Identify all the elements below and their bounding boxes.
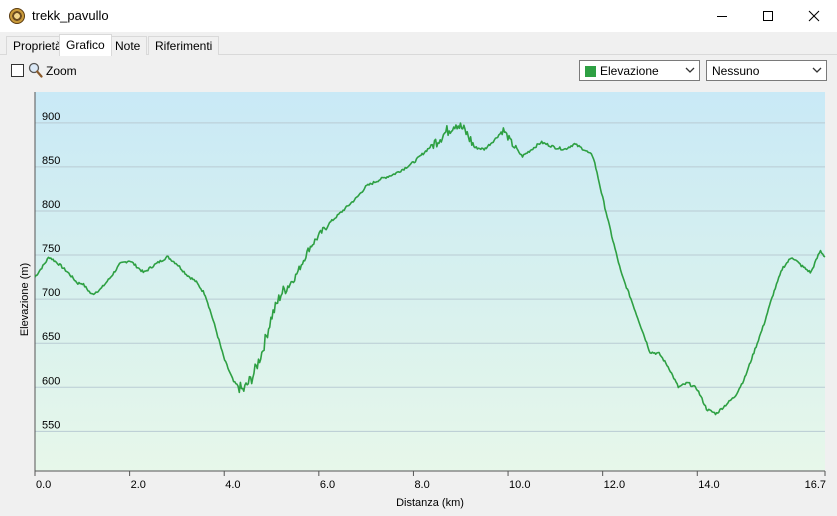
zoom-checkbox[interactable] [11, 64, 24, 77]
plot-background [35, 92, 825, 471]
chart-area: 900 850 800 750 700 650 600 550 0.0 2.0 4.0 6.0 8.0 1… [0, 89, 837, 516]
title-bar: trekk_pavullo [0, 0, 837, 32]
x-tick-label: 0.0 [36, 479, 51, 491]
zoom-label: Zoom [46, 64, 77, 78]
minimize-icon [717, 15, 727, 17]
x-tick-label: 16.7 [805, 479, 826, 491]
y-tick-label: 650 [42, 331, 60, 343]
y-tick-label: 750 [42, 243, 60, 255]
window-title: trekk_pavullo [32, 8, 109, 23]
minimize-button[interactable] [699, 0, 745, 31]
series-color-swatch [585, 66, 596, 77]
y-tick-label: 700 [42, 287, 60, 299]
y-tick-label: 900 [42, 111, 60, 123]
x-tick-label: 10.0 [509, 479, 530, 491]
y-tick-label: 800 [42, 199, 60, 211]
series-group [34, 122, 826, 416]
maximize-icon [763, 10, 773, 21]
x-tick-label: 2.0 [131, 479, 146, 491]
tab-grafico[interactable]: Grafico [59, 34, 112, 56]
gridlines [35, 122, 825, 432]
chevron-down-icon [812, 67, 822, 73]
close-button[interactable] [791, 0, 837, 31]
series-select-value: Elevazione [600, 64, 659, 78]
tab-strip: Proprietà Grafico Note Riferimenti [0, 32, 837, 56]
series-select[interactable]: Elevazione [579, 60, 700, 81]
compare-select-value: Nessuno [712, 64, 760, 78]
magnifier-icon [28, 62, 43, 78]
x-tick-label: 8.0 [414, 479, 429, 491]
tab-note[interactable]: Note [108, 36, 148, 55]
elevation-chart[interactable]: 900 850 800 750 700 650 600 550 0.0 2.0 4.0 6.0 8.0 1… [0, 89, 837, 516]
compare-select[interactable]: Nessuno [706, 60, 827, 81]
y-tick-label: 550 [42, 419, 60, 431]
series-line-elevazione [34, 122, 826, 416]
axis-labels: 900 850 800 750 700 650 600 550 0.0 2.0 4.0 6.0 8.0 1… [19, 111, 826, 509]
x-axis-title: Distanza (km) [396, 497, 464, 509]
app-icon [9, 8, 25, 24]
close-icon [808, 10, 820, 21]
x-tick-label: 12.0 [604, 479, 625, 491]
maximize-button[interactable] [745, 0, 791, 31]
y-axis-title: Elevazione (m) [19, 263, 31, 336]
y-tick-label: 850 [42, 155, 60, 167]
x-tick-label: 14.0 [698, 479, 719, 491]
tab-riferimenti[interactable]: Riferimenti [148, 36, 220, 55]
x-tick-label: 4.0 [225, 479, 240, 491]
x-tick-label: 6.0 [320, 479, 335, 491]
y-tick-label: 600 [42, 375, 60, 387]
chevron-down-icon [685, 67, 695, 73]
axes [34, 92, 826, 476]
